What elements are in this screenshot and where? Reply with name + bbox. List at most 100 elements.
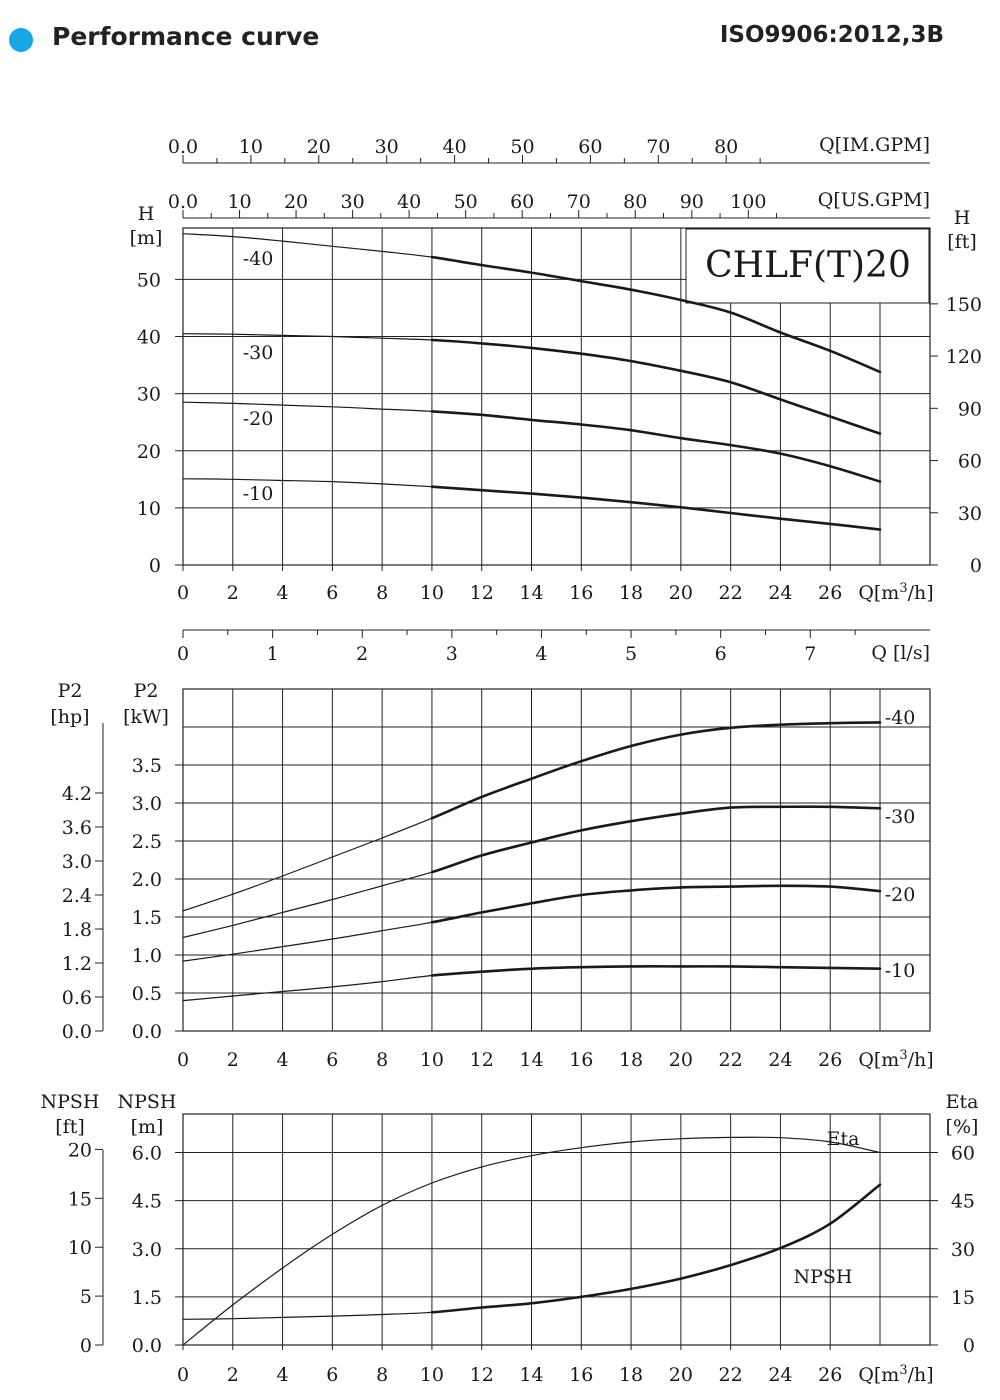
power-kw-tick-label: 1.5	[132, 907, 162, 929]
npsh-x-tick-label: 6	[326, 1364, 338, 1386]
head-curve--10	[430, 485, 483, 492]
power-x-tick-label: 14	[519, 1049, 543, 1071]
head-curve--40	[381, 250, 433, 258]
labels-layer: 0.0 10 20 30 40 50 60 70 80 Q[IM.GPM]0.0 10 20 30 40 5…	[41, 134, 983, 1386]
eta-curve	[779, 1137, 831, 1143]
power-curve--40	[679, 726, 732, 736]
npsh-curve	[430, 1306, 483, 1314]
im-gpm-tick-label: 60	[578, 136, 602, 158]
power-kw-tick-label: 3.5	[132, 755, 162, 777]
head-x-tick-label: 26	[818, 582, 842, 604]
head-left-tick-label: 30	[137, 384, 161, 406]
power-curve--20	[480, 902, 533, 914]
head-x-tick-label: 8	[376, 582, 388, 604]
power-curve--10	[729, 965, 782, 969]
npsh-ft-tick-label: 0	[80, 1335, 92, 1357]
im-gpm-unit-label: Q[IM.GPM]	[819, 134, 930, 156]
eta-tick-label: 45	[951, 1191, 975, 1213]
power-x-tick-label: 6	[326, 1049, 338, 1071]
npsh-m-tick-label: 4.5	[132, 1191, 162, 1213]
npsh-x-tick-label: 26	[818, 1364, 842, 1386]
power-x-tick-label: 18	[619, 1049, 643, 1071]
curves-layer	[182, 233, 882, 1346]
npsh-ft-axis-title: NPSH	[41, 1091, 100, 1113]
head-series-label: -10	[243, 483, 274, 505]
head-curve--40	[679, 298, 732, 314]
head-right-axis-unit: [ft]	[947, 231, 977, 253]
power-curve--30	[182, 924, 234, 939]
power-x-unit-label: Q[m3/h]	[858, 1048, 933, 1071]
head-x-tick-label: 16	[569, 582, 593, 604]
power-curve--40	[629, 733, 683, 748]
head-curve--10	[580, 496, 633, 504]
im-gpm-tick-label: 10	[239, 136, 263, 158]
power-plot-frame	[182, 688, 931, 1032]
head-curve--10	[679, 506, 732, 515]
head-curve--10	[480, 488, 533, 495]
ls-tick-label: 7	[804, 643, 816, 665]
power-x-tick-label: 20	[669, 1049, 693, 1071]
eta-curve	[580, 1141, 632, 1149]
head-right-tick-label: 120	[946, 346, 982, 368]
npsh-x-tick-label: 18	[619, 1364, 643, 1386]
power-curve--10	[381, 974, 433, 983]
power-curve--20	[729, 884, 782, 888]
head-x-tick-label: 4	[277, 582, 289, 604]
head-curve--40	[729, 311, 782, 334]
power-curve--10	[331, 981, 383, 988]
npsh-curve	[331, 1313, 383, 1317]
head-curve--30	[629, 359, 683, 373]
npsh-m-axis-title: NPSH	[118, 1091, 177, 1113]
power-curve--10	[480, 967, 533, 973]
head-right-tick-label: 0	[970, 555, 982, 577]
npsh-curve	[629, 1277, 683, 1291]
power-curve--30	[729, 805, 782, 809]
head-curve--10	[729, 511, 782, 520]
power-curve--40	[430, 795, 483, 820]
eta-axis-title: Eta	[946, 1091, 979, 1113]
power-curve--20	[679, 885, 732, 889]
head-curve--40	[779, 331, 832, 353]
head-right-tick-label: 90	[958, 398, 982, 420]
power-curve--20	[381, 921, 433, 932]
npsh-ft-tick-label: 5	[80, 1286, 92, 1308]
head-curve--40	[580, 279, 633, 291]
power-series-label: -10	[885, 960, 916, 982]
power-curve--30	[282, 898, 333, 913]
power-kw-tick-label: 2.5	[132, 831, 162, 853]
npsh-curve	[480, 1302, 533, 1309]
power-hp-tick-label: 1.2	[62, 953, 92, 975]
power-curve--30	[232, 911, 284, 926]
npsh-x-tick-label: 10	[420, 1364, 444, 1386]
us-gpm-tick-label: 10	[227, 191, 251, 213]
head-curve--20	[430, 410, 483, 417]
head-left-tick-label: 20	[137, 441, 161, 463]
power-x-tick-label: 10	[420, 1049, 444, 1071]
bullet-dot-icon	[9, 28, 33, 52]
head-x-tick-label: 18	[619, 582, 643, 604]
power-hp-axis-title: P2	[58, 680, 83, 702]
eta-curve	[182, 1304, 234, 1346]
npsh-ft-tick-label: 20	[68, 1139, 92, 1161]
npsh-curve	[679, 1263, 732, 1280]
us-gpm-tick-label: 70	[567, 191, 591, 213]
ls-tick-label: 5	[625, 643, 637, 665]
im-gpm-tick-label: 50	[510, 136, 534, 158]
power-curve--20	[232, 946, 284, 955]
head-curve--20	[580, 423, 633, 432]
head-series-label: -40	[243, 248, 274, 270]
power-hp-axis-unit: [hp]	[50, 706, 89, 728]
head-curve--20	[182, 401, 234, 404]
power-series-label: -30	[885, 806, 916, 828]
page-title: Performance curve	[52, 22, 320, 51]
head-curve--40	[480, 263, 533, 274]
power-curve--40	[530, 759, 583, 780]
power-curve--10	[580, 965, 633, 969]
eta-curve	[630, 1138, 682, 1143]
ls-tick-label: 0	[177, 643, 189, 665]
npsh-curve	[580, 1287, 633, 1299]
eta-curve	[232, 1267, 284, 1306]
head-curve--30	[530, 346, 583, 355]
power-curve--40	[282, 856, 333, 877]
